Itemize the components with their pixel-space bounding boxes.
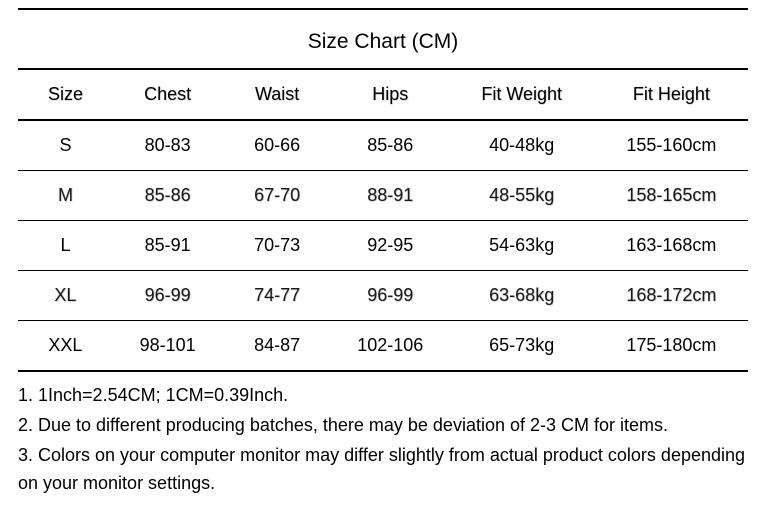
cell-size: S [18,120,113,171]
cell-waist: 70-73 [222,221,332,271]
cell-waist: 84-87 [222,321,332,372]
col-header-hips: Hips [332,69,449,120]
cell-chest: 80-83 [113,120,223,171]
col-header-waist: Waist [222,69,332,120]
cell-weight: 65-73kg [449,321,595,372]
col-header-chest: Chest [113,69,223,120]
cell-height: 168-172cm [595,271,748,321]
cell-weight: 48-55kg [449,171,595,221]
cell-size: M [18,171,113,221]
chart-title: Size Chart (CM) [18,22,748,68]
col-header-height: Fit Height [595,69,748,120]
cell-waist: 60-66 [222,120,332,171]
cell-height: 175-180cm [595,321,748,372]
cell-size: XL [18,271,113,321]
cell-weight: 63-68kg [449,271,595,321]
cell-hips: 85-86 [332,120,449,171]
note-line: 2. Due to different producing batches, t… [18,412,748,440]
cell-hips: 96-99 [332,271,449,321]
table-row: XL 96-99 74-77 96-99 63-68kg 168-172cm [18,271,748,321]
table-row: S 80-83 60-66 85-86 40-48kg 155-160cm [18,120,748,171]
header-row: Size Chest Waist Hips Fit Weight Fit Hei… [18,69,748,120]
cell-chest: 85-91 [113,221,223,271]
cell-chest: 98-101 [113,321,223,372]
cell-hips: 102-106 [332,321,449,372]
cell-waist: 74-77 [222,271,332,321]
top-rule [18,8,748,10]
cell-waist: 67-70 [222,171,332,221]
cell-hips: 88-91 [332,171,449,221]
cell-height: 158-165cm [595,171,748,221]
notes-section: 1. 1Inch=2.54CM; 1CM=0.39Inch. 2. Due to… [18,382,748,498]
size-table: Size Chest Waist Hips Fit Weight Fit Hei… [18,68,748,372]
col-header-weight: Fit Weight [449,69,595,120]
note-line: 1. 1Inch=2.54CM; 1CM=0.39Inch. [18,382,748,410]
cell-chest: 85-86 [113,171,223,221]
cell-hips: 92-95 [332,221,449,271]
cell-size: L [18,221,113,271]
note-line: 3. Colors on your computer monitor may d… [18,442,748,498]
table-row: XXL 98-101 84-87 102-106 65-73kg 175-180… [18,321,748,372]
table-row: L 85-91 70-73 92-95 54-63kg 163-168cm [18,221,748,271]
cell-height: 155-160cm [595,120,748,171]
col-header-size: Size [18,69,113,120]
cell-weight: 40-48kg [449,120,595,171]
cell-chest: 96-99 [113,271,223,321]
cell-size: XXL [18,321,113,372]
table-body: S 80-83 60-66 85-86 40-48kg 155-160cm M … [18,120,748,371]
table-row: M 85-86 67-70 88-91 48-55kg 158-165cm [18,171,748,221]
cell-weight: 54-63kg [449,221,595,271]
cell-height: 163-168cm [595,221,748,271]
